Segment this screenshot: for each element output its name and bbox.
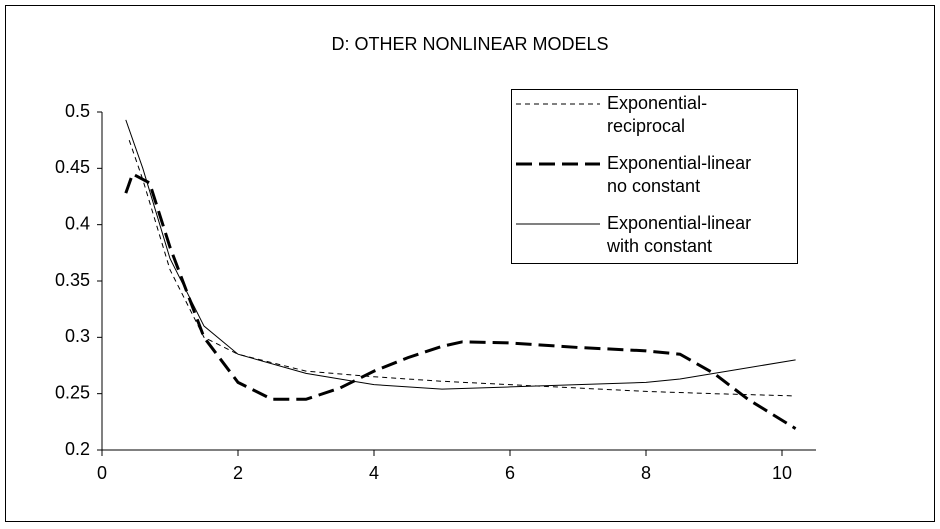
- x-tick-label: 6: [505, 463, 515, 483]
- x-tick-label: 8: [641, 463, 651, 483]
- y-tick-label: 0.45: [55, 157, 90, 177]
- x-tick-label: 4: [369, 463, 379, 483]
- legend-box: [511, 89, 798, 264]
- y-tick-label: 0.4: [65, 213, 90, 233]
- series-line: [124, 171, 797, 430]
- y-tick-label: 0.5: [65, 101, 90, 121]
- series-line: [128, 140, 796, 397]
- y-tick-label: 0.2: [65, 439, 90, 459]
- series-line: [125, 119, 796, 390]
- legend-label: Exponential-linear no constant: [607, 153, 752, 196]
- x-tick-label: 0: [97, 463, 107, 483]
- x-tick-label: 2: [233, 463, 243, 483]
- legend-label: Exponential-linear with constant: [607, 213, 752, 256]
- chart-title: D: OTHER NONLINEAR MODELS: [331, 34, 608, 54]
- x-tick-label: 10: [772, 463, 792, 483]
- legend-label: Exponential-reciprocal: [607, 93, 708, 136]
- y-tick-label: 0.35: [55, 270, 90, 290]
- y-tick-label: 0.25: [55, 382, 90, 402]
- y-tick-label: 0.3: [65, 326, 90, 346]
